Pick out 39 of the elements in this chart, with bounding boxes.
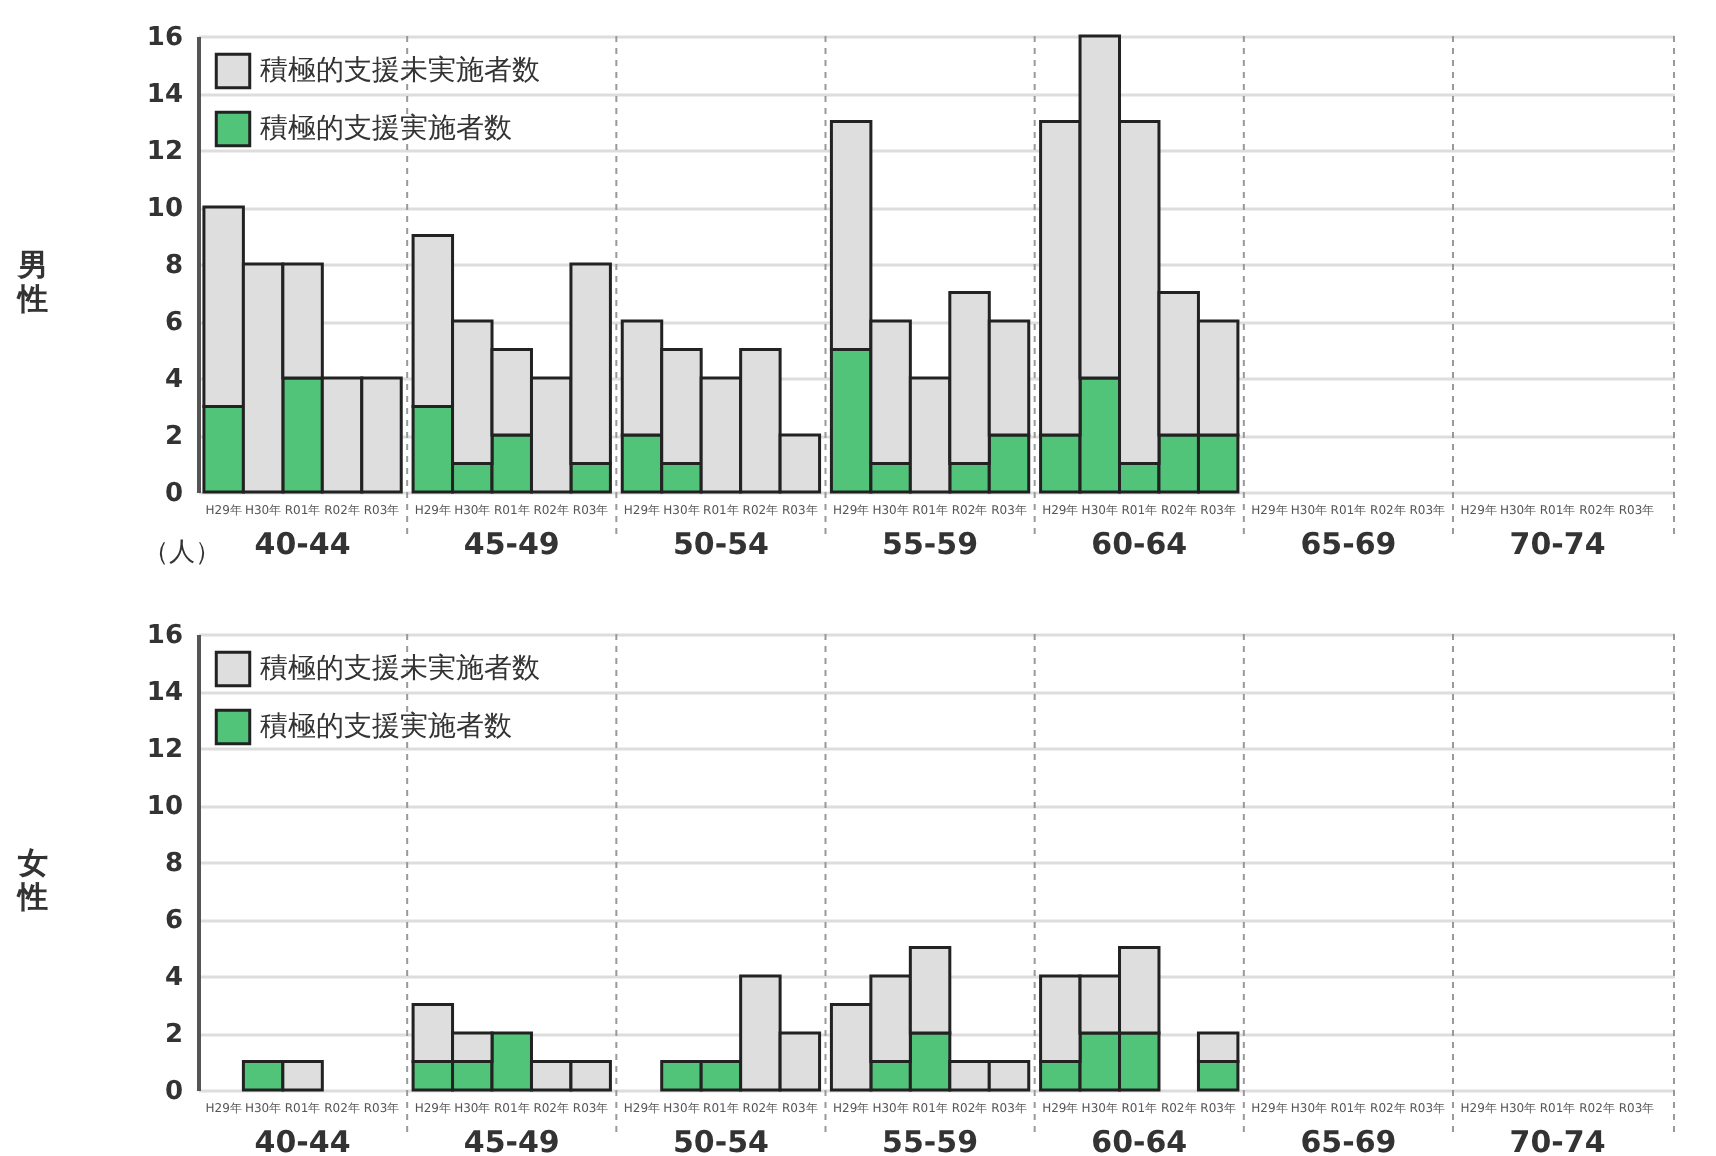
text: 45-49 [463, 526, 560, 562]
y-axis-title: 女性 [15, 845, 48, 915]
text: （人） [143, 538, 221, 568]
text: 50-54 [672, 526, 769, 562]
y-tick-label: 8 [164, 849, 183, 879]
y-tick-label: 0 [164, 1077, 183, 1107]
y-tick-label: 10 [146, 792, 183, 822]
y-tick-label: 4 [164, 365, 183, 395]
text: 55-59 [882, 1124, 979, 1156]
y-tick-label: 0 [164, 479, 183, 509]
text: 60-64 [1091, 526, 1188, 562]
y-tick-label: 2 [164, 422, 183, 452]
legend-label: 積極的支援未実施者数 [260, 653, 540, 685]
text: 40-44 [254, 526, 351, 562]
legend-label: 積極的支援未実施者数 [260, 55, 540, 87]
y-tick-label: 6 [164, 308, 183, 338]
y-tick-label: 4 [164, 963, 183, 993]
y-tick-label: 12 [146, 735, 183, 765]
y-tick-label: 14 [146, 80, 183, 110]
y-tick-label: 16 [146, 23, 183, 53]
text: 65-69 [1300, 526, 1397, 562]
y-tick-label: 14 [146, 678, 183, 708]
text: 50-54 [672, 1124, 769, 1156]
text: 60-64 [1091, 1124, 1188, 1156]
text: 70-74 [1509, 526, 1606, 562]
y-tick-label: 12 [146, 137, 183, 167]
text: 65-69 [1300, 1124, 1397, 1156]
legend-label: 積極的支援実施者数 [260, 113, 512, 145]
y-tick-label: 2 [164, 1020, 183, 1050]
y-tick-label: 10 [146, 194, 183, 224]
legend-label: 積極的支援実施者数 [260, 711, 512, 743]
text: 55-59 [882, 526, 979, 562]
y-tick-label: 8 [164, 251, 183, 281]
text: 45-49 [463, 1124, 560, 1156]
y-tick-label: 16 [146, 621, 183, 651]
text: 70-74 [1509, 1124, 1606, 1156]
text: 40-44 [254, 1124, 351, 1156]
y-axis-title: 男性 [15, 247, 48, 317]
y-tick-label: 6 [164, 906, 183, 936]
